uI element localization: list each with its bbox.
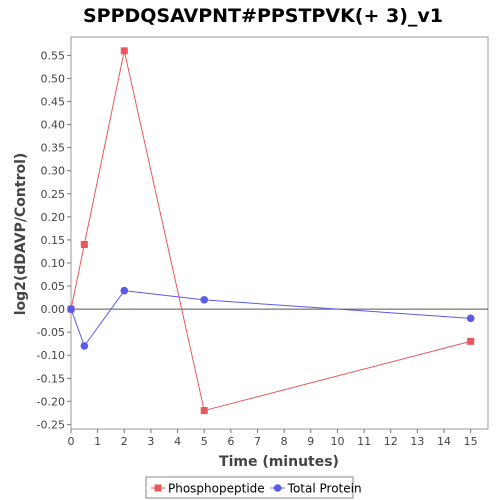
- data-point-square: [80, 241, 88, 249]
- x-tick-label: 10: [330, 435, 344, 448]
- data-point-circle: [67, 305, 75, 313]
- y-axis-label: log2(dDAVP/Control): [13, 153, 29, 316]
- x-tick-label: 4: [174, 435, 181, 448]
- y-tick-label: 0.05: [41, 280, 66, 293]
- plot-area: -0.25 -0.20 -0.15 -0.10 -0.05 0.00 0.05 0.10 0.1…: [37, 36, 489, 448]
- x-tick-label: 6: [227, 435, 234, 448]
- y-tick-label: -0.10: [37, 349, 65, 362]
- x-tick-label: 7: [254, 435, 261, 448]
- data-point-circle: [466, 314, 475, 323]
- legend-box: [145, 476, 354, 499]
- data-point-circle: [120, 286, 129, 295]
- x-axis-label: Time (minutes): [219, 454, 339, 470]
- data-point-square: [200, 407, 208, 415]
- legend-marker-circle: [273, 484, 282, 492]
- y-tick-label: 0.25: [41, 188, 66, 201]
- x-tick-label: 0: [68, 435, 75, 448]
- y-tick-label: 0.35: [41, 142, 66, 155]
- chart-title: SPPDQSAVPNT#PPSTPVK(+ 3)_v1: [83, 5, 443, 27]
- y-tick-label: 0.55: [41, 49, 66, 62]
- data-point-circle: [200, 296, 209, 304]
- x-tick-label: 12: [384, 435, 398, 448]
- x-tick-label: 14: [437, 435, 451, 448]
- y-tick-label: 0.20: [41, 211, 66, 224]
- x-tick-label: 8: [281, 435, 288, 448]
- y-tick-label: 0.30: [41, 165, 66, 178]
- legend-entry: Total Protein: [287, 482, 362, 496]
- y-tick-label: 0.15: [41, 234, 66, 247]
- y-tick-label: 0.10: [41, 257, 66, 270]
- x-tick-label: 1: [94, 435, 101, 448]
- x-tick-label: 9: [307, 435, 314, 448]
- legend: Phosphopeptide Total Protein: [145, 476, 362, 499]
- y-tick-label: -0.15: [37, 372, 65, 385]
- x-tick-label: 5: [201, 435, 208, 448]
- x-tick-label: 3: [147, 435, 154, 448]
- y-tick-label: 0.40: [41, 119, 66, 132]
- data-point-square: [120, 47, 128, 55]
- data-point-square: [467, 337, 475, 345]
- y-tick-label: -0.20: [37, 395, 65, 408]
- x-tick-label: 15: [464, 435, 478, 448]
- data-point-circle: [80, 342, 89, 350]
- y-tick-label: -0.25: [37, 418, 65, 431]
- legend-entry: Phosphopeptide: [168, 482, 265, 496]
- y-tick-label: -0.05: [37, 326, 65, 339]
- plot-frame: [70, 36, 489, 430]
- y-tick-label: 0.00: [41, 303, 66, 316]
- legend-marker-square: [154, 484, 162, 492]
- x-tick-label: 13: [410, 435, 424, 448]
- x-tick-label: 2: [121, 435, 128, 448]
- y-tick-label: 0.45: [41, 96, 66, 109]
- y-tick-label: 0.50: [41, 73, 66, 86]
- x-tick-label: 11: [357, 435, 371, 448]
